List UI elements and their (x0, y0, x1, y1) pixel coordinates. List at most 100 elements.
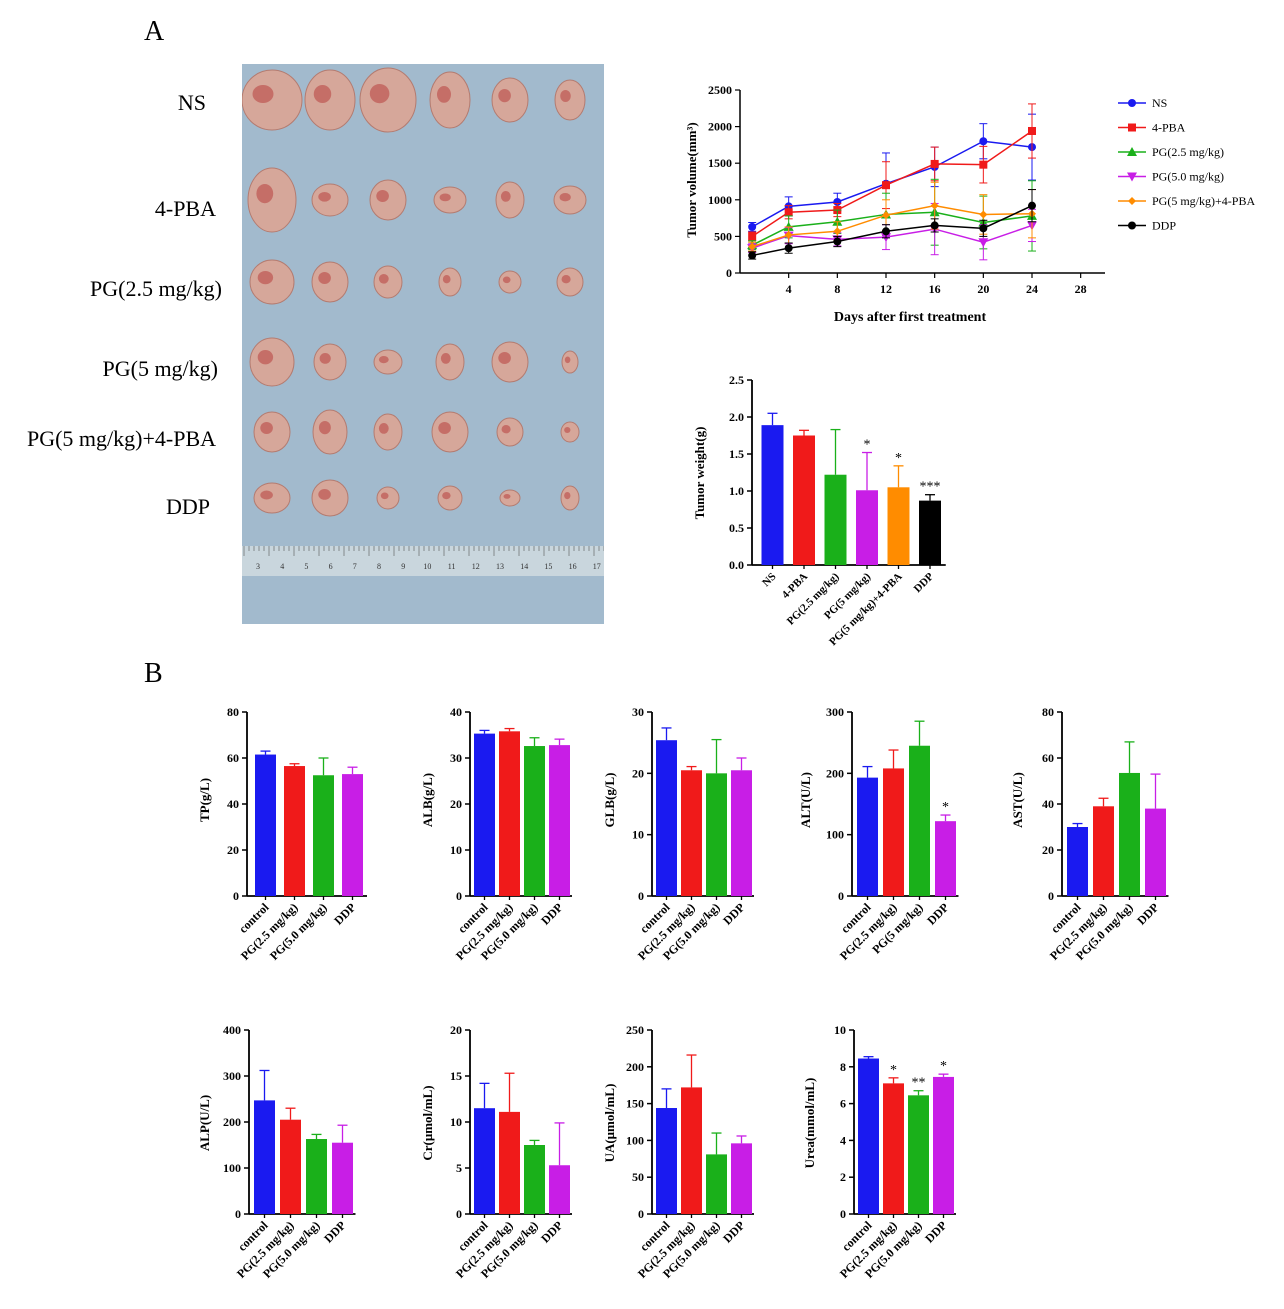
tumor-specimen (560, 421, 580, 443)
cr-ytick-label: 10 (450, 1115, 462, 1129)
tumor-specimen (498, 270, 522, 294)
tumor-spot (378, 356, 389, 364)
tumor-spot (319, 353, 331, 364)
ruler-tick-label: 4 (280, 562, 284, 571)
cr-category-label: DDP (538, 1218, 565, 1245)
weight-bar (856, 490, 878, 565)
glb-ytick-label: 30 (632, 705, 644, 719)
ua-ytick-label: 50 (632, 1170, 644, 1184)
tumor-spot (318, 272, 331, 284)
tp-ytick-label: 0 (233, 889, 239, 903)
tumor-specimen (312, 409, 348, 455)
photo-label-pg5: PG(5 mg/kg) (102, 356, 219, 381)
tumor-spot (378, 423, 389, 434)
tumor-specimen (560, 485, 580, 511)
volume-legend-label: PG(5.0 mg/kg) (1152, 170, 1224, 184)
volume-point (748, 232, 757, 241)
ua-category-label: DDP (720, 1218, 747, 1245)
volume-point (1128, 99, 1136, 107)
tumor-specimen (437, 485, 463, 511)
alp-ytick-label: 300 (223, 1069, 241, 1083)
tumor-specimen (491, 341, 529, 383)
tumor-spot (442, 275, 451, 284)
urea-significance: ** (912, 1076, 926, 1091)
volume-point (978, 238, 989, 248)
volume-legend-item: NS (1118, 96, 1167, 110)
tp-bar (284, 766, 305, 896)
tp-ytick-label: 60 (227, 751, 239, 765)
ua-ylabel: UA(μmol/mL) (602, 1084, 617, 1163)
tumor-spot (561, 275, 571, 284)
volume-ytick-label: 1500 (708, 156, 732, 170)
alb-bar (524, 746, 545, 896)
tumor-specimen (304, 69, 356, 131)
glb-ytick-label: 20 (632, 766, 644, 780)
ruler-tick-label: 6 (329, 562, 333, 571)
volume-series-line (751, 130, 1033, 238)
volume-legend-item: PG(5 mg/kg)+4-PBA (1118, 194, 1255, 208)
volume-ytick-label: 1000 (708, 193, 732, 207)
tumor-spot (564, 356, 571, 364)
alp-bar (280, 1119, 301, 1214)
ast-ytick-label: 0 (1048, 889, 1054, 903)
tumor-specimen (373, 265, 403, 299)
volume-point (1028, 126, 1036, 135)
tumor-spot (500, 191, 511, 202)
weight-bar (887, 487, 910, 565)
tumor-spot (318, 489, 331, 500)
tumor-specimen (311, 183, 349, 217)
tumor-spot (564, 492, 571, 500)
weight-bar (793, 435, 815, 565)
cr-ytick-label: 5 (456, 1161, 462, 1175)
tp-ytick-label: 40 (227, 797, 239, 811)
tumor-spot (256, 184, 274, 204)
volume-xtick-label: 16 (929, 282, 941, 296)
photo-label-pg5-4pba: PG(5 mg/kg)+4-PBA (26, 426, 216, 451)
tumor-spot (318, 421, 331, 435)
ast-bar (1093, 806, 1114, 896)
ast-bar (1119, 772, 1140, 896)
volume-point (748, 251, 757, 260)
tp-bar (313, 775, 334, 896)
alp-ytick-label: 0 (235, 1207, 241, 1221)
tumor-spot (564, 427, 571, 433)
cr-ytick-label: 20 (450, 1023, 462, 1037)
tumor-spot (376, 190, 389, 202)
tumor-photo: 3 4 5 6 7 8 9 10 11 12 13 14 15 16 17 (242, 64, 604, 624)
alb-bar (549, 745, 570, 896)
weight-bar (919, 500, 941, 565)
volume-point (748, 222, 757, 231)
glb-bar (656, 740, 677, 896)
alp-bar (306, 1139, 327, 1214)
tumor-specimens (242, 67, 587, 517)
urea-bar (883, 1083, 904, 1214)
tumor-specimen (554, 79, 586, 121)
volume-series-line (752, 204, 1033, 257)
ast-ytick-label: 80 (1042, 705, 1054, 719)
tumor-spot (318, 192, 331, 202)
tumor-spot (439, 193, 451, 202)
weight-ytick-label: 1.0 (729, 484, 744, 498)
volume-xtick-label: 28 (1075, 282, 1087, 296)
volume-point (1127, 147, 1137, 156)
alp-category-label: DDP (321, 1218, 348, 1245)
volume-xtick-label: 12 (880, 282, 892, 296)
panel-letter-a: A (144, 16, 165, 47)
tumor-specimen (373, 349, 403, 375)
urea-ytick-label: 2 (840, 1170, 846, 1184)
weight-significance: * (864, 438, 871, 453)
urea-ytick-label: 4 (840, 1133, 846, 1147)
alb-bar (499, 731, 520, 896)
ruler-marks: 3 4 5 6 7 8 9 10 11 12 13 14 15 16 17 (243, 546, 604, 571)
tumor-spot (252, 85, 274, 103)
weight-ylabel: Tumor weight(g) (692, 427, 707, 520)
tumor-specimen (369, 179, 407, 221)
ua-ytick-label: 100 (626, 1133, 644, 1147)
tumor-spot (257, 271, 274, 285)
tumor-spot (503, 494, 511, 499)
alb-ytick-label: 0 (456, 889, 462, 903)
